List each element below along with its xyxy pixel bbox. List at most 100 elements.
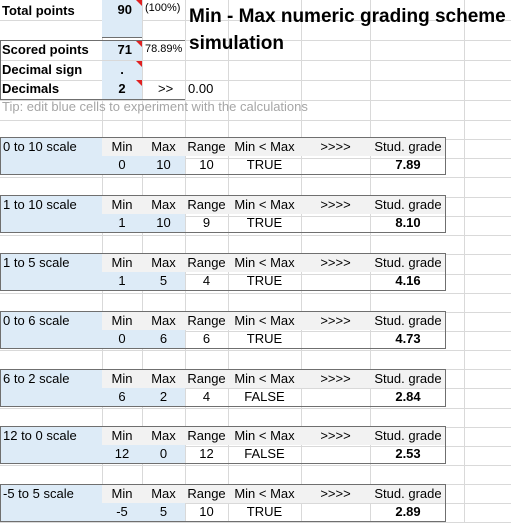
- scale-block-border: [0, 195, 446, 233]
- range-header: Range: [187, 313, 226, 328]
- arrows-header: >>>>: [320, 313, 351, 328]
- min-header: Min: [111, 197, 133, 212]
- decimals-input[interactable]: 2: [102, 80, 142, 99]
- total-points-note: (100%): [145, 2, 181, 14]
- gridline-horizontal: [0, 60, 511, 61]
- range-header: Range: [187, 486, 226, 501]
- gridline-horizontal: [0, 100, 511, 101]
- scale-name-cell[interactable]: [1, 370, 102, 406]
- student-grade-value: 8.10: [395, 215, 421, 230]
- scale-name-cell[interactable]: [1, 196, 102, 232]
- scale-block-border: [0, 137, 446, 175]
- arrows-header: >>>>: [320, 428, 351, 443]
- min-header: Min: [111, 486, 133, 501]
- max-input[interactable]: 10: [156, 157, 171, 172]
- max-input[interactable]: 0: [159, 446, 168, 461]
- range-header: Range: [187, 371, 226, 386]
- scale-minmax-cells[interactable]: [102, 503, 185, 521]
- max-header: Max: [151, 197, 176, 212]
- arrows-header: >>>>: [320, 486, 351, 501]
- scale-name-label: 1 to 5 scale: [3, 255, 70, 270]
- student-grade-header: Stud. grade: [374, 255, 442, 270]
- scale-name-label: 0 to 10 scale: [3, 139, 77, 154]
- scored-points-label: Scored points: [2, 42, 89, 57]
- min-header: Min: [111, 371, 133, 386]
- scale-name-label: 0 to 6 scale: [3, 313, 70, 328]
- max-header: Max: [151, 139, 176, 154]
- max-input[interactable]: 6: [159, 331, 168, 346]
- range-header: Range: [187, 197, 226, 212]
- min-header: Min: [111, 428, 133, 443]
- gridline-horizontal: [0, 177, 511, 178]
- min-input[interactable]: 6: [118, 389, 126, 404]
- scale-minmax-cells[interactable]: [102, 445, 185, 463]
- scale-name-label: 12 to 0 scale: [3, 428, 77, 443]
- total-points-input[interactable]: 90: [102, 0, 142, 38]
- student-grade-value: 7.89: [395, 157, 421, 172]
- student-grade-value: 2.89: [395, 504, 421, 519]
- scale-minmax-cells[interactable]: [102, 214, 185, 232]
- comment-indicator-icon: [136, 80, 142, 86]
- range-value: 6: [202, 331, 211, 346]
- scale-minmax-cells[interactable]: [102, 388, 185, 406]
- scale-name-cell[interactable]: [1, 138, 102, 174]
- scale-minmax-cells[interactable]: [102, 272, 185, 290]
- min-input[interactable]: 1: [118, 273, 126, 288]
- gridline-horizontal: [0, 446, 511, 447]
- max-input[interactable]: 2: [159, 389, 168, 404]
- scale-block: 1 to 5 scale Min Max Range Min < Max >>>> Stud…: [0, 253, 446, 291]
- comment-indicator-icon: [136, 0, 142, 6]
- max-input[interactable]: 5: [159, 504, 168, 519]
- student-grade-value: 4.16: [395, 273, 421, 288]
- scale-name-cell[interactable]: [1, 427, 102, 463]
- scale-header-background: [102, 138, 445, 156]
- min-input[interactable]: 12: [114, 446, 130, 461]
- scale-name-cell[interactable]: [1, 254, 102, 290]
- scale-block: 0 to 10 scale Min Max Range Min < Max >>>> Stu…: [0, 137, 446, 175]
- range-value: 10: [199, 157, 214, 172]
- min-header: Min: [111, 313, 133, 328]
- scale-name-label: -5 to 5 scale: [3, 486, 74, 501]
- range-value: 4: [202, 389, 211, 404]
- scored-points-input[interactable]: 71: [102, 41, 142, 60]
- min-less-max-header: Min < Max: [234, 428, 295, 443]
- settings-box: [0, 40, 185, 100]
- max-input[interactable]: 5: [159, 273, 168, 288]
- min-less-max-value: TRUE: [246, 273, 283, 288]
- min-input[interactable]: 1: [118, 215, 126, 230]
- scale-block: 6 to 2 scale Min Max Range Min < Max >>>> Stud…: [0, 369, 446, 407]
- range-value: 12: [199, 446, 214, 461]
- min-less-max-header: Min < Max: [234, 313, 295, 328]
- student-grade-value: 2.84: [395, 389, 421, 404]
- scale-minmax-cells[interactable]: [102, 156, 185, 174]
- min-input[interactable]: -5: [116, 504, 128, 519]
- arrows-header: >>>>: [320, 255, 351, 270]
- scale-header-background: [102, 312, 445, 330]
- gridline-vertical: [464, 0, 465, 522]
- scale-minmax-cells[interactable]: [102, 330, 185, 348]
- scale-header-background: [102, 427, 445, 445]
- scale-name-cell[interactable]: [1, 485, 102, 521]
- arrows-header: >>>>: [320, 197, 351, 212]
- gridline-horizontal: [0, 80, 511, 81]
- scale-block-border: [0, 311, 446, 349]
- min-input[interactable]: 0: [118, 331, 126, 346]
- max-header: Max: [151, 486, 176, 501]
- decimal-sign-input[interactable]: .: [102, 61, 142, 80]
- min-less-max-value: FALSE: [244, 389, 285, 404]
- comment-indicator-icon: [136, 61, 142, 67]
- min-input[interactable]: 0: [118, 157, 126, 172]
- min-less-max-header: Min < Max: [234, 139, 295, 154]
- decimals-label: Decimals: [2, 81, 60, 96]
- decimals-example: 0.00: [188, 81, 214, 96]
- student-grade-header: Stud. grade: [374, 197, 442, 212]
- max-input[interactable]: 10: [156, 215, 171, 230]
- min-header: Min: [111, 139, 133, 154]
- min-less-max-value: TRUE: [246, 504, 283, 519]
- student-grade-value: 4.73: [395, 331, 421, 346]
- gridline-horizontal: [0, 235, 511, 236]
- total-points-label: Total points: [2, 3, 75, 18]
- student-grade-value: 2.53: [395, 446, 421, 461]
- range-value: 10: [199, 504, 214, 519]
- scale-name-cell[interactable]: [1, 312, 102, 348]
